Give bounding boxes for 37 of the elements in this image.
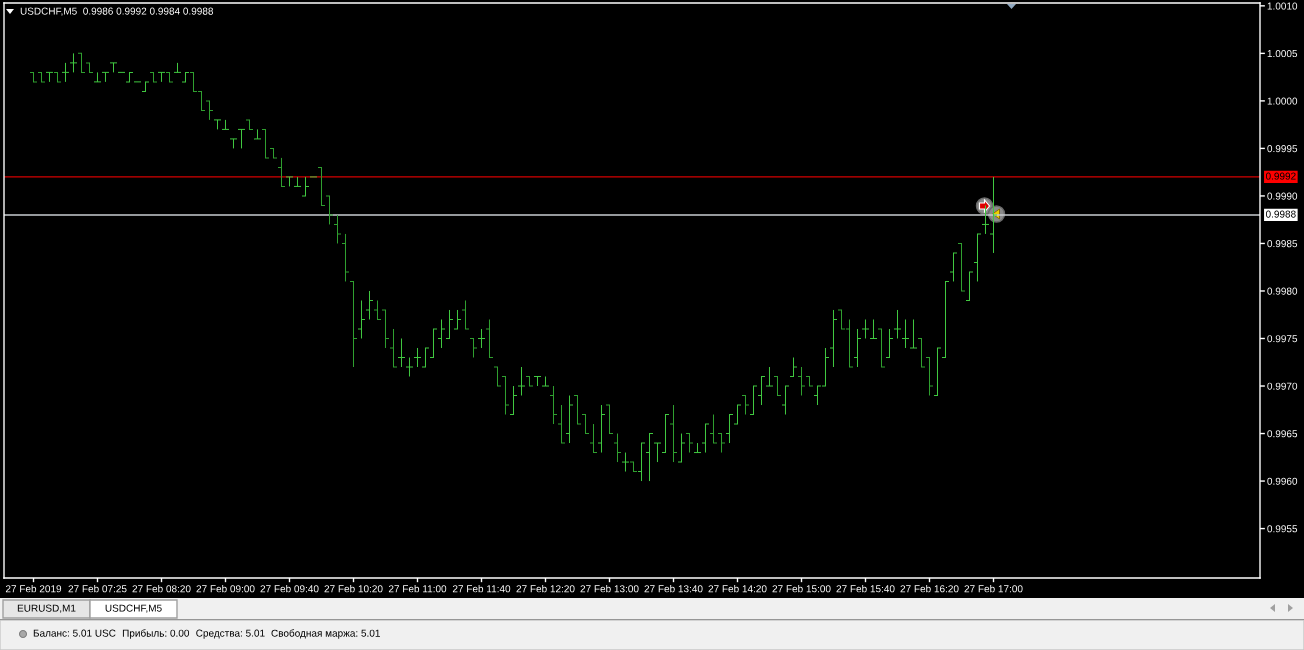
x-tick-label: 27 Feb 15:00	[772, 584, 831, 593]
x-tick-label: 27 Feb 09:00	[196, 584, 255, 593]
text: Средства: 5.01	[196, 629, 265, 639]
x-tick-label: 27 Feb 13:00	[580, 584, 639, 593]
y-tick-label: 1.0010	[1267, 2, 1298, 10]
x-tick-label: 27 Feb 11:40	[452, 584, 511, 593]
text: Свободная маржа: 5.01	[271, 629, 380, 639]
y-tick-label: 1.0000	[1267, 97, 1298, 105]
chart-title: USDCHF,M5 0.9986 0.9992 0.9984 0.9988	[20, 7, 214, 16]
x-tick-label: 27 Feb 09:40	[260, 584, 319, 593]
x-tick-label: 27 Feb 12:20	[516, 584, 575, 593]
text: Баланс: 5.01 USC	[33, 629, 116, 637]
text: EURUSD,M1	[17, 604, 76, 613]
text: USDCHF,M5	[105, 604, 162, 613]
ref-line-label: 0.9988	[1265, 210, 1296, 218]
x-tick-label: 27 Feb 11:00	[388, 584, 447, 593]
x-tick-label: 27 Feb 08:20	[132, 584, 191, 593]
y-tick-label: 0.9985	[1267, 240, 1298, 248]
y-tick-label: 0.9990	[1267, 192, 1298, 200]
x-tick-label: 27 Feb 15:40	[836, 584, 895, 593]
x-tick-label: 27 Feb 2019	[5, 584, 62, 593]
ref-line-label: 0.9992	[1265, 172, 1296, 180]
y-tick-label: 1.0005	[1267, 50, 1298, 58]
text: Прибыль: 0.00	[122, 629, 190, 639]
x-tick-label: 27 Feb 07:25	[68, 584, 127, 593]
y-tick-label: 0.9955	[1267, 525, 1298, 533]
y-tick-label: 0.9960	[1267, 477, 1298, 485]
x-tick-label: 27 Feb 17:00	[964, 584, 1023, 593]
y-tick-label: 0.9970	[1267, 382, 1298, 390]
x-tick-label: 27 Feb 13:40	[644, 584, 703, 593]
x-tick-label: 27 Feb 10:20	[324, 584, 383, 593]
y-tick-label: 0.9965	[1267, 430, 1298, 438]
y-tick-label: 0.9995	[1267, 145, 1298, 153]
y-tick-label: 0.9980	[1267, 287, 1298, 295]
x-tick-label: 27 Feb 14:20	[708, 584, 767, 593]
y-tick-label: 0.9975	[1267, 335, 1298, 343]
x-tick-label: 27 Feb 16:20	[900, 584, 959, 593]
